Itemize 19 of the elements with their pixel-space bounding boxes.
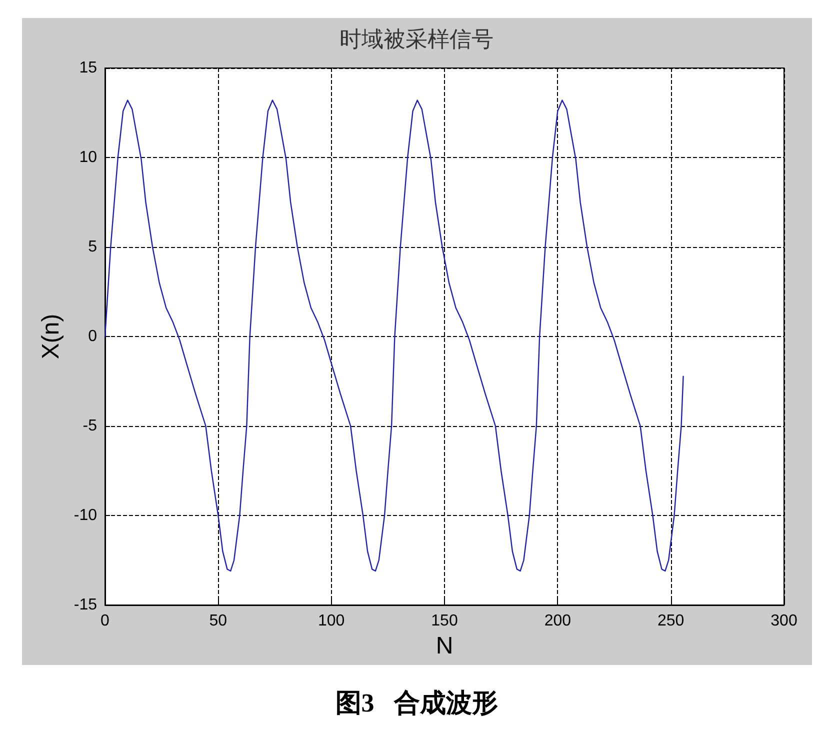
x-tick-label: 300 xyxy=(770,612,798,630)
y-tick-label: -15 xyxy=(74,596,98,614)
y-axis-title: X(n) xyxy=(37,314,64,360)
x-tick-label: 0 xyxy=(100,612,110,630)
y-tick-label: 5 xyxy=(88,238,98,256)
y-tick-label: -10 xyxy=(74,507,98,524)
line-series xyxy=(104,100,684,572)
y-tick-label: 15 xyxy=(79,60,98,76)
y-tick-label: -5 xyxy=(82,418,98,434)
caption: 图3 合成波形 xyxy=(335,688,498,718)
x-tick-label: 50 xyxy=(209,612,228,630)
y-tick-label: 10 xyxy=(79,149,98,166)
x-tick-label: 150 xyxy=(431,612,458,630)
x-tick-label: 250 xyxy=(657,612,684,630)
chart-title: 时域被采样信号 xyxy=(340,28,494,52)
x-tick-label: 100 xyxy=(318,612,345,630)
x-axis-title: N xyxy=(436,632,454,660)
y-tick-label: 0 xyxy=(88,328,98,345)
x-tick-label: 200 xyxy=(544,612,572,630)
